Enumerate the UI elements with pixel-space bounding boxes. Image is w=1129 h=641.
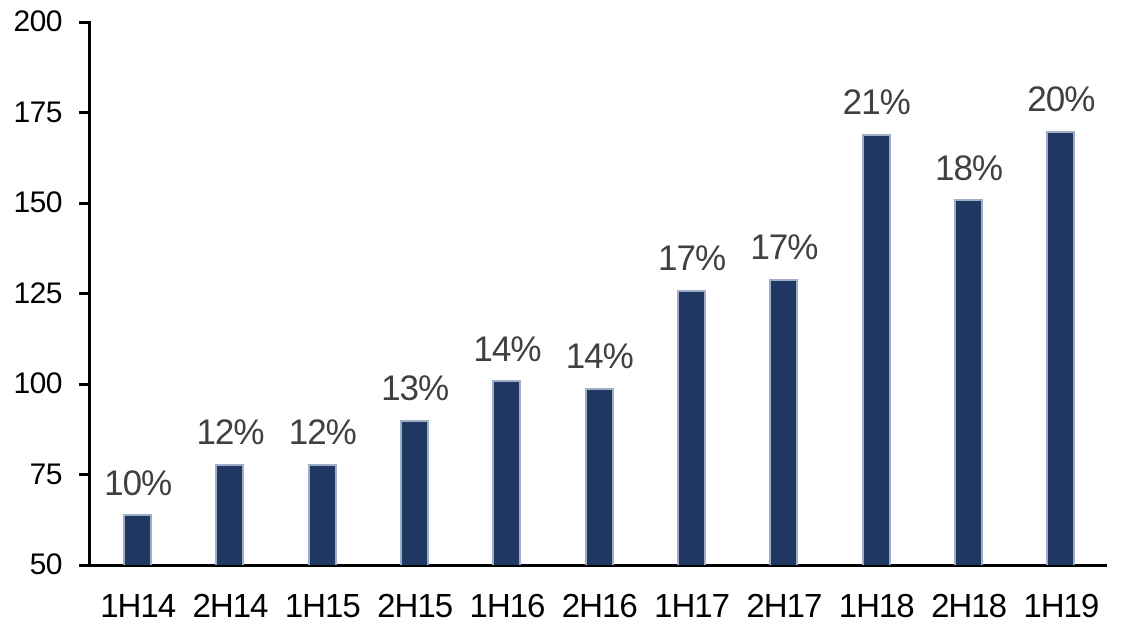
x-axis-tick-label: 1H15 bbox=[284, 587, 361, 624]
y-axis-tick-label: 75 bbox=[29, 457, 63, 491]
bar-data-label: 21% bbox=[842, 83, 911, 123]
x-axis-tick-label: 1H18 bbox=[838, 587, 915, 624]
y-axis-tick bbox=[79, 563, 91, 567]
bar-2H16 bbox=[584, 387, 614, 565]
bar-data-label: 20% bbox=[1027, 79, 1095, 119]
y-axis-tick-label: 100 bbox=[13, 367, 62, 400]
x-axis-tick-label: 2H15 bbox=[377, 587, 453, 624]
bar-1H15 bbox=[307, 463, 337, 565]
bar-1H16 bbox=[492, 380, 522, 565]
bar-data-label: 14% bbox=[565, 336, 634, 376]
bar-data-label: 17% bbox=[750, 228, 818, 268]
x-axis-tick-label: 2H16 bbox=[561, 587, 638, 624]
x-axis-tick-label: 1H16 bbox=[469, 587, 545, 624]
x-axis-tick-label: 1H19 bbox=[1023, 587, 1099, 624]
x-axis-tick-label: 2H17 bbox=[746, 587, 822, 624]
y-axis-tick bbox=[79, 473, 91, 476]
y-axis-tick bbox=[79, 111, 91, 114]
bar-data-label: 14% bbox=[473, 329, 541, 369]
bar-data-label: 17% bbox=[658, 239, 726, 279]
x-axis-tick-label: 2H18 bbox=[931, 587, 1007, 624]
bar-2H18 bbox=[954, 199, 984, 565]
x-axis-tick-label: 1H14 bbox=[100, 587, 176, 624]
bar-data-label: 12% bbox=[288, 412, 357, 452]
y-axis-tick-label: 200 bbox=[13, 5, 62, 38]
bar-data-label: 18% bbox=[934, 148, 1003, 188]
bar-2H17 bbox=[769, 279, 799, 565]
y-axis-tick bbox=[79, 292, 91, 295]
bar-1H19 bbox=[1046, 130, 1076, 565]
y-axis-tick-label: 175 bbox=[13, 95, 62, 129]
bar-data-label: 10% bbox=[104, 463, 172, 503]
bar-2H14 bbox=[215, 463, 245, 565]
x-axis-tick-label: 2H14 bbox=[192, 587, 269, 624]
bar-1H18 bbox=[861, 134, 891, 565]
bar-data-label: 13% bbox=[381, 369, 449, 409]
y-axis-tick bbox=[79, 382, 91, 386]
y-axis-tick bbox=[79, 201, 91, 205]
y-axis-tick-label: 150 bbox=[13, 186, 62, 219]
bar-data-label: 12% bbox=[196, 412, 264, 452]
x-axis-line bbox=[79, 563, 1107, 567]
x-axis-tick-label: 1H17 bbox=[654, 587, 730, 624]
y-axis-tick-label: 125 bbox=[13, 276, 62, 310]
bar-1H14 bbox=[123, 514, 153, 565]
y-axis-tick-label: 50 bbox=[29, 548, 63, 581]
y-axis-tick bbox=[79, 20, 91, 24]
bar-2H15 bbox=[400, 420, 430, 565]
bar-1H17 bbox=[677, 289, 707, 565]
